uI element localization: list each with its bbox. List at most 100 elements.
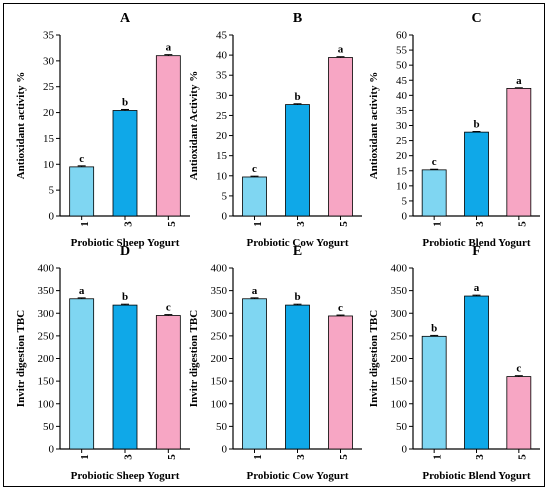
x-tick-label: 1 xyxy=(432,454,444,460)
x-axis-label: Probiotic Sheep Yogurt xyxy=(71,237,180,249)
bar xyxy=(421,169,447,217)
y-tick-label: 20 xyxy=(43,107,55,119)
y-tick-label: 15 xyxy=(396,165,408,177)
y-tick-label: 200 xyxy=(38,353,55,365)
y-axis-label: Invitr digestion TBC xyxy=(188,310,200,407)
significance-letter: c xyxy=(516,363,521,375)
y-tick-label: 300 xyxy=(211,308,228,320)
bar xyxy=(112,110,138,217)
y-tick-label: 5 xyxy=(222,190,228,202)
bar xyxy=(506,87,532,217)
panel-title: E xyxy=(293,244,302,259)
y-tick-label: 35 xyxy=(396,105,408,117)
y-tick-label: 0 xyxy=(49,211,55,223)
x-axis-label: Probiotic Cow Yogurt xyxy=(246,237,348,249)
y-tick-label: 20 xyxy=(396,150,408,162)
y-tick-label: 25 xyxy=(43,81,55,93)
significance-letter: b xyxy=(294,291,300,303)
bar xyxy=(285,104,310,217)
significance-letter: a xyxy=(474,282,480,294)
significance-letter: a xyxy=(252,285,258,297)
y-tick-label: 20 xyxy=(216,130,228,142)
bar xyxy=(285,304,310,450)
y-tick-label: 30 xyxy=(43,55,55,67)
y-tick-label: 0 xyxy=(222,211,228,223)
significance-letter: c xyxy=(252,163,257,175)
y-tick-label: 50 xyxy=(216,421,228,433)
bar xyxy=(155,55,181,217)
y-tick-label: 350 xyxy=(211,285,228,297)
y-tick-label: 300 xyxy=(38,308,55,320)
y-tick-label: 50 xyxy=(43,421,55,433)
y-tick-label: 10 xyxy=(396,180,408,192)
y-tick-label: 400 xyxy=(38,263,55,275)
bar xyxy=(328,315,353,450)
x-tick-label: 5 xyxy=(166,221,178,227)
y-tick-label: 100 xyxy=(391,398,408,410)
significance-letter: b xyxy=(122,96,128,108)
y-tick-label: 400 xyxy=(391,263,408,275)
y-tick-label: 45 xyxy=(216,30,228,42)
y-tick-label: 0 xyxy=(402,211,408,223)
significance-letter: c xyxy=(79,153,84,165)
y-axis-label: Antioxidant activity % xyxy=(368,72,380,180)
x-tick-label: 5 xyxy=(516,221,528,227)
y-tick-label: 350 xyxy=(38,285,55,297)
y-tick-label: 50 xyxy=(396,60,408,72)
x-axis-label: Probiotic Blend Yogurt xyxy=(422,470,531,482)
bar xyxy=(242,298,267,450)
bar xyxy=(155,315,181,450)
x-tick-label: 5 xyxy=(338,454,350,460)
significance-letter: c xyxy=(338,302,343,314)
significance-letter: b xyxy=(431,322,437,334)
panel-title: A xyxy=(120,11,131,26)
y-tick-label: 60 xyxy=(396,30,408,42)
y-tick-label: 5 xyxy=(49,185,55,197)
panel-title: F xyxy=(472,244,481,259)
significance-letter: b xyxy=(122,291,128,303)
y-tick-label: 25 xyxy=(216,110,228,122)
x-tick-label: 1 xyxy=(79,221,91,227)
significance-letter: a xyxy=(516,75,522,87)
y-tick-label: 400 xyxy=(211,263,228,275)
significance-letter: a xyxy=(79,285,85,297)
x-tick-label: 5 xyxy=(166,454,178,460)
significance-letter: a xyxy=(338,44,344,56)
y-tick-label: 250 xyxy=(391,330,408,342)
y-axis-label: Antioxidant Activity % xyxy=(188,71,200,180)
y-tick-label: 150 xyxy=(211,376,228,388)
y-tick-label: 300 xyxy=(391,308,408,320)
y-tick-label: 250 xyxy=(211,330,228,342)
y-tick-label: 100 xyxy=(38,398,55,410)
x-tick-label: 3 xyxy=(123,454,135,460)
y-tick-label: 150 xyxy=(38,376,55,388)
y-tick-label: 40 xyxy=(396,90,408,102)
y-tick-label: 50 xyxy=(396,421,408,433)
y-tick-label: 10 xyxy=(216,170,228,182)
y-tick-label: 30 xyxy=(216,90,228,102)
x-tick-label: 3 xyxy=(295,221,307,227)
significance-letter: b xyxy=(294,91,300,103)
x-axis-label: Probiotic Cow Yogurt xyxy=(246,470,348,482)
x-axis-label: Probiotic Blend Yogurt xyxy=(422,237,531,249)
y-tick-label: 5 xyxy=(402,195,408,207)
y-tick-label: 25 xyxy=(396,135,408,147)
y-tick-label: 250 xyxy=(38,330,55,342)
y-tick-label: 350 xyxy=(391,285,408,297)
x-tick-label: 3 xyxy=(474,221,486,227)
y-tick-label: 100 xyxy=(211,398,228,410)
bar xyxy=(506,376,532,450)
significance-letter: a xyxy=(166,42,172,54)
x-tick-label: 3 xyxy=(295,454,307,460)
x-tick-label: 3 xyxy=(474,454,486,460)
y-tick-label: 35 xyxy=(216,70,228,82)
y-axis-label: Invitr digestion TBC xyxy=(368,310,380,407)
y-tick-label: 200 xyxy=(391,353,408,365)
x-tick-label: 1 xyxy=(252,454,264,460)
y-tick-label: 15 xyxy=(216,150,228,162)
x-tick-label: 5 xyxy=(516,454,528,460)
panel-title: B xyxy=(293,11,302,26)
y-tick-label: 45 xyxy=(396,75,408,87)
significance-letter: c xyxy=(432,156,437,168)
